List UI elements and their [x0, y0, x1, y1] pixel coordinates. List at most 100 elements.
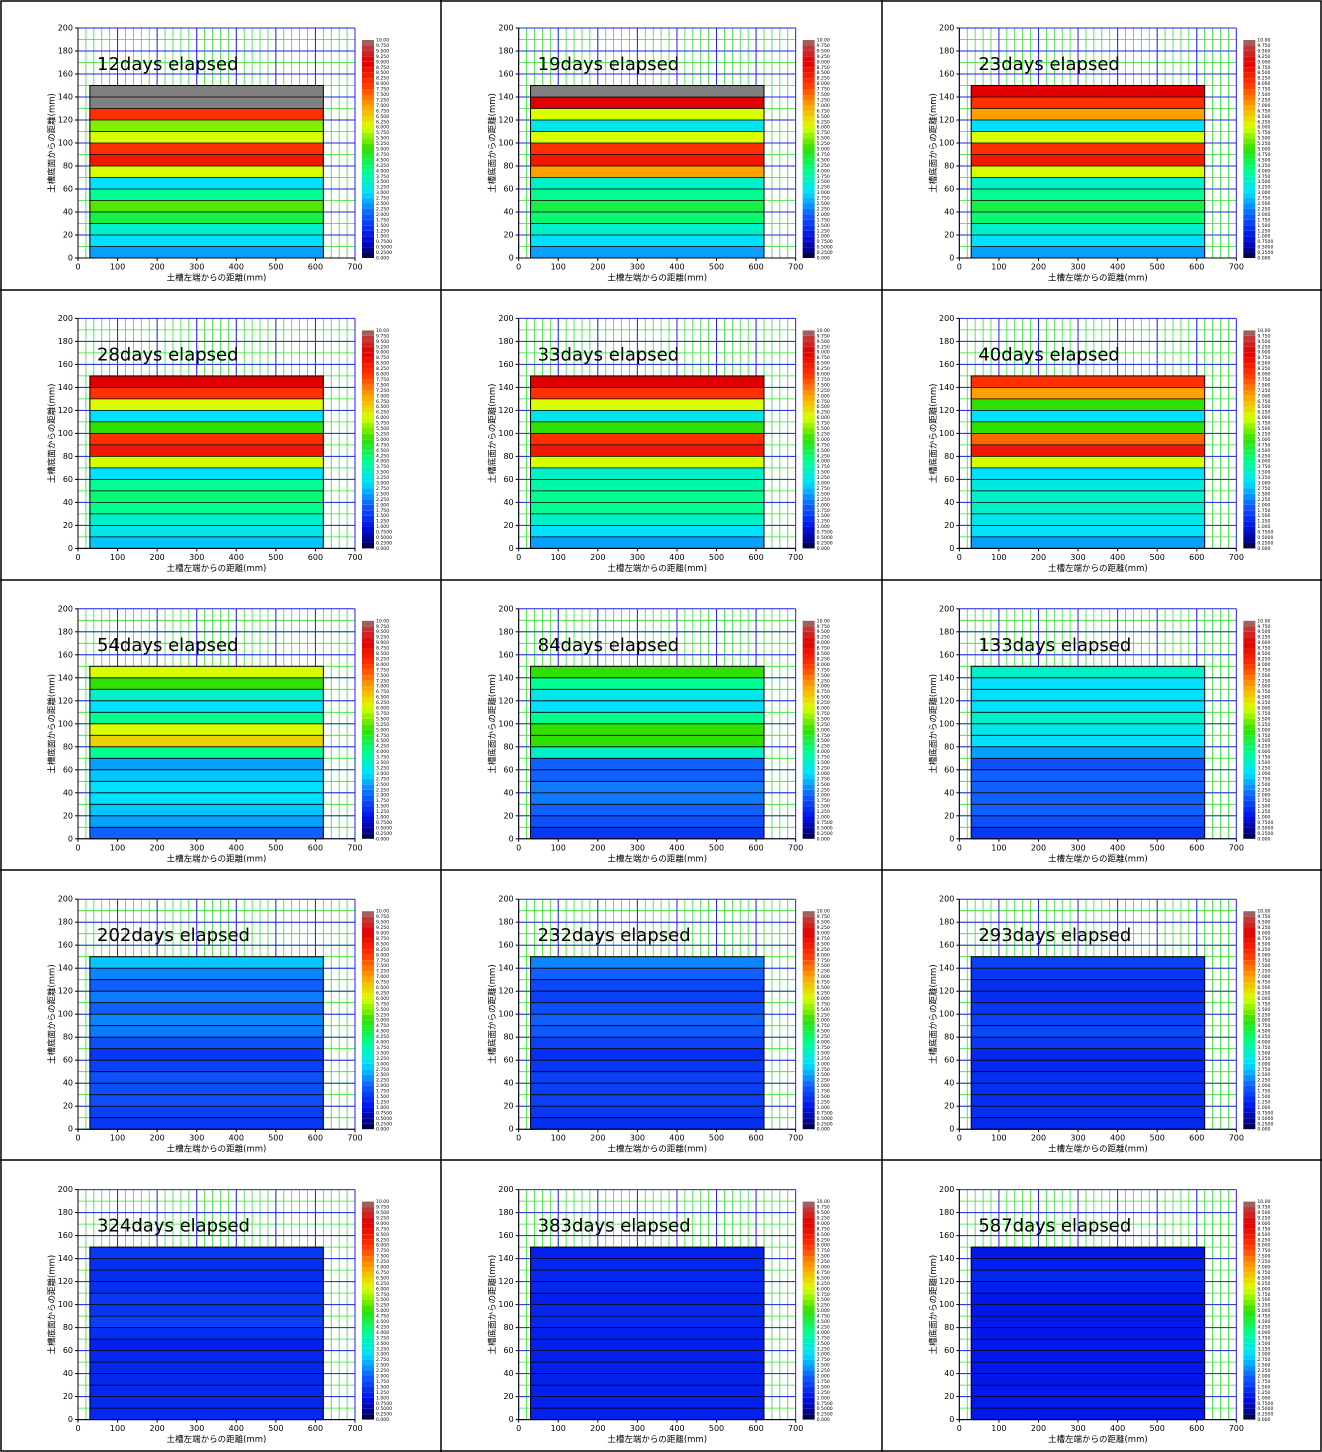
- colorbar-label: 8.750: [376, 355, 389, 361]
- contour-band: [530, 689, 765, 701]
- colorbar-segment: [802, 368, 815, 374]
- colorbar-label: 2.250: [1257, 1368, 1270, 1374]
- x-tick-label: 0: [75, 1134, 80, 1143]
- colorbar-label: 0.7500: [376, 239, 392, 245]
- colorbar-label: 1.250: [817, 809, 830, 815]
- contour-band: [530, 991, 765, 1003]
- contour-band: [89, 781, 324, 793]
- colorbar-label: 6.500: [817, 695, 830, 701]
- colorbar-label: 9.500: [1257, 1210, 1270, 1216]
- x-tick-label: 700: [788, 843, 803, 852]
- colorbar-label: 0.2500: [817, 250, 833, 256]
- chart-title: 40days elapsed: [978, 344, 1120, 365]
- contour-band: [971, 387, 1205, 399]
- colorbar-label: 3.500: [376, 179, 389, 185]
- colorbar-segment: [1243, 1321, 1256, 1327]
- colorbar-label: 7.000: [376, 1265, 389, 1271]
- colorbar-label: 4.500: [376, 1319, 389, 1325]
- colorbar-label: 9.250: [1257, 1215, 1270, 1221]
- colorbar-label: 3.750: [376, 174, 389, 180]
- contour-band: [530, 166, 765, 178]
- y-tick-label: 160: [498, 941, 513, 950]
- colorbar-segment: [1243, 746, 1256, 752]
- y-tick-label: 180: [58, 627, 73, 636]
- colorbar-segment: [362, 1052, 374, 1059]
- colorbar-label: 2.250: [1257, 787, 1270, 793]
- colorbar-segment: [802, 149, 815, 155]
- colorbar-label: 1.750: [1257, 798, 1270, 804]
- colorbar-segment: [1243, 1326, 1256, 1333]
- colorbar-segment: [802, 1277, 815, 1284]
- colorbar-label: 7.750: [1257, 667, 1270, 673]
- colorbar-segment: [1243, 537, 1256, 543]
- contour-band: [530, 1037, 765, 1049]
- colorbar-label: 5.500: [1257, 1007, 1270, 1013]
- x-tick-label: 400: [669, 553, 684, 562]
- colorbar-segment: [362, 1069, 374, 1075]
- colorbar-label: 6.750: [376, 399, 389, 405]
- contour-band: [530, 143, 765, 155]
- contour-band: [530, 536, 765, 549]
- colorbar-segment: [802, 159, 815, 166]
- colorbar-label: 9.750: [376, 624, 389, 630]
- colorbar-segment: [1243, 247, 1256, 253]
- colorbar-segment: [362, 1288, 374, 1295]
- colorbar-label: 9.500: [817, 629, 830, 635]
- colorbar-segment: [362, 352, 374, 358]
- contour-band: [971, 677, 1205, 690]
- colorbar-segment: [1243, 412, 1256, 418]
- colorbar-segment: [802, 56, 815, 62]
- colorbar-segment: [362, 1261, 374, 1267]
- contour-band: [971, 456, 1205, 468]
- y-tick-label: 0: [509, 1415, 514, 1424]
- colorbar-label: 6.750: [1257, 1270, 1270, 1276]
- colorbar-segment: [362, 1277, 374, 1284]
- colorbar-segment: [362, 368, 374, 374]
- y-tick-label: 0: [68, 834, 73, 843]
- x-tick-label: 300: [189, 263, 204, 272]
- colorbar-segment: [802, 521, 815, 527]
- colorbar-label: 5.000: [817, 1018, 830, 1024]
- colorbar-label: 9.250: [817, 344, 830, 350]
- colorbar-label: 8.500: [376, 651, 389, 657]
- colorbar-segment: [1243, 642, 1256, 649]
- y-axis-label: 土槽底面からの距離(mm): [47, 384, 58, 484]
- colorbar-label: 4.250: [817, 453, 830, 459]
- colorbar-segment: [1243, 1310, 1256, 1317]
- colorbar-segment: [362, 1096, 374, 1102]
- contour-band: [530, 1060, 765, 1072]
- colorbar-label: 8.500: [376, 941, 389, 947]
- colorbar-segment: [1243, 1207, 1256, 1213]
- colorbar-segment: [802, 1025, 815, 1032]
- x-tick-label: 100: [110, 553, 125, 562]
- colorbar-segment: [802, 499, 815, 505]
- colorbar-label: 9.750: [376, 1205, 389, 1211]
- colorbar-label: 8.750: [817, 355, 830, 361]
- y-tick-label: 0: [509, 254, 514, 263]
- chart-title: 54days elapsed: [97, 635, 239, 656]
- colorbar-segment: [802, 954, 815, 961]
- colorbar-label: 3.750: [1257, 174, 1270, 180]
- colorbar-segment: [362, 1047, 374, 1053]
- colorbar-segment: [802, 236, 815, 242]
- colorbar-segment: [362, 1118, 374, 1124]
- colorbar-label: 9.500: [376, 920, 389, 926]
- colorbar-label: 2.500: [376, 782, 389, 788]
- colorbar-segment: [1243, 1047, 1256, 1053]
- contour-band: [971, 1373, 1205, 1386]
- colorbar-segment: [1243, 121, 1256, 128]
- y-tick-label: 200: [498, 1185, 513, 1194]
- colorbar-segment: [1243, 954, 1256, 961]
- colorbar-segment: [362, 960, 374, 966]
- colorbar-label: 3.750: [1257, 1045, 1270, 1051]
- y-tick-label: 100: [939, 719, 954, 728]
- colorbar-label: 9.500: [817, 920, 830, 926]
- y-tick-label: 60: [503, 765, 513, 774]
- colorbar-segment: [802, 1009, 815, 1015]
- colorbar-segment: [802, 740, 815, 747]
- colorbar-label: 0.2500: [817, 1412, 833, 1418]
- colorbar-segment: [802, 1305, 815, 1311]
- colorbar-label: 10.00: [1257, 38, 1270, 44]
- colorbar-label: 0.000: [1257, 256, 1270, 262]
